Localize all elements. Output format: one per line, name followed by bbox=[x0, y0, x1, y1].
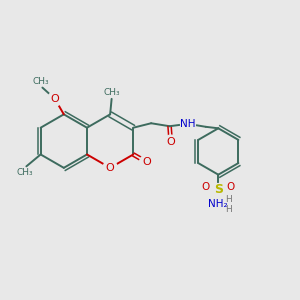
Circle shape bbox=[181, 116, 195, 131]
Circle shape bbox=[224, 181, 238, 194]
Text: O: O bbox=[50, 94, 59, 104]
Circle shape bbox=[48, 92, 62, 106]
Text: O: O bbox=[106, 163, 115, 173]
Text: NH: NH bbox=[180, 119, 196, 129]
Text: H: H bbox=[225, 205, 232, 214]
Circle shape bbox=[210, 196, 226, 212]
Text: O: O bbox=[167, 137, 175, 147]
Text: O: O bbox=[142, 157, 151, 167]
Text: O: O bbox=[227, 182, 235, 192]
Circle shape bbox=[212, 184, 224, 196]
Text: S: S bbox=[214, 183, 223, 196]
Text: O: O bbox=[202, 182, 210, 192]
Text: NH₂: NH₂ bbox=[208, 200, 228, 209]
Circle shape bbox=[199, 181, 212, 194]
Circle shape bbox=[164, 135, 178, 149]
Circle shape bbox=[140, 155, 154, 169]
Text: CH₃: CH₃ bbox=[16, 168, 33, 177]
Circle shape bbox=[103, 161, 117, 175]
Text: H: H bbox=[225, 194, 232, 203]
Text: CH₃: CH₃ bbox=[33, 76, 49, 85]
Text: CH₃: CH₃ bbox=[103, 88, 120, 97]
